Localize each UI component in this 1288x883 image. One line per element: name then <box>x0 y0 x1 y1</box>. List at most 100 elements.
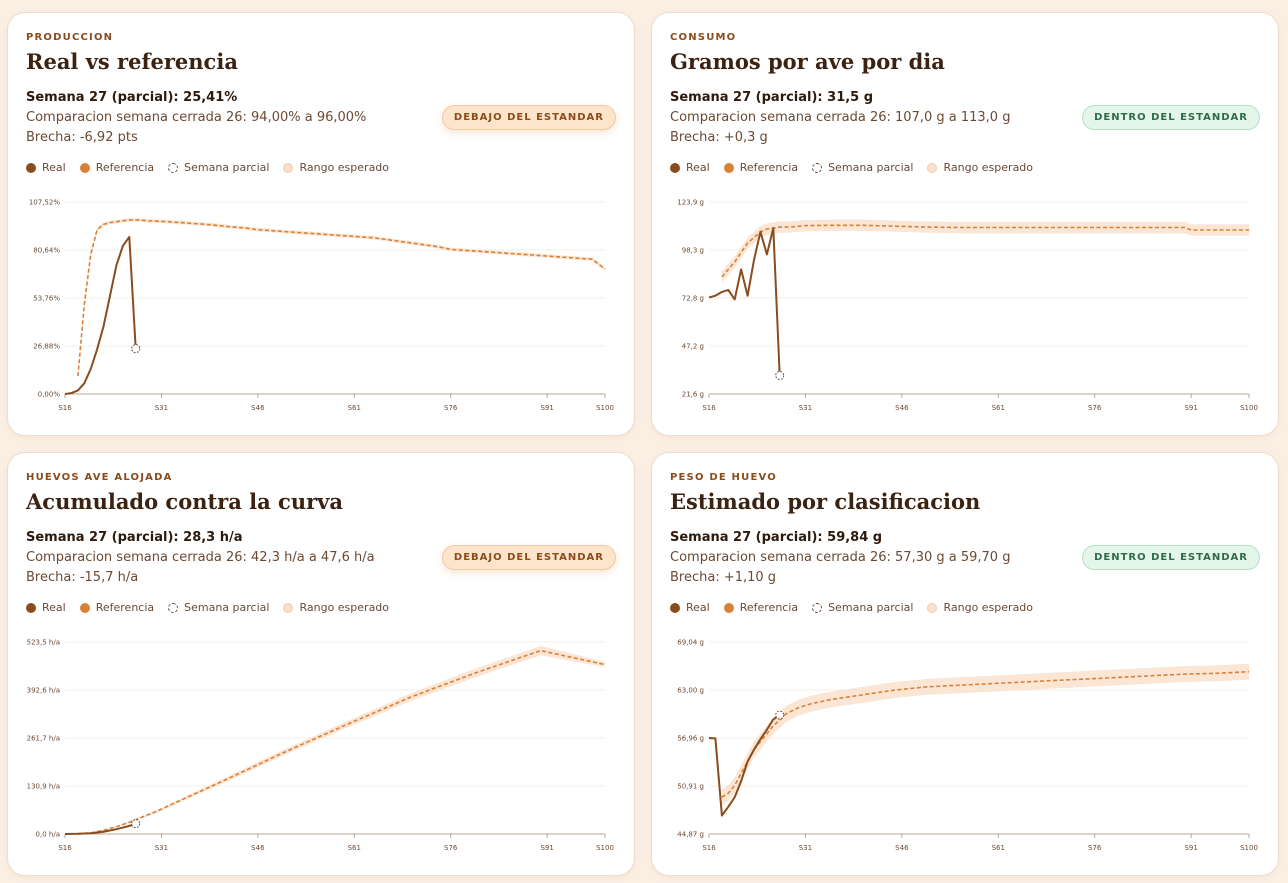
card-gap: Brecha: -15,7 h/a <box>26 570 139 585</box>
x-tick-label: S76 <box>1088 844 1102 852</box>
legend-range-label: Rango esperado <box>299 601 390 614</box>
card-eyebrow: HUEVOS AVE ALOJADA <box>26 472 173 483</box>
legend-real-label: Real <box>686 601 710 614</box>
real-line <box>64 235 137 395</box>
card-eyebrow: PRODUCCION <box>26 32 114 43</box>
legend-range: Rango esperado <box>283 161 389 174</box>
card-summary: Semana 27 (parcial): 28,3 h/a <box>26 530 243 545</box>
range-swatch-icon <box>283 162 294 173</box>
range-swatch-icon <box>283 602 294 613</box>
legend-partial: Semana parcial <box>168 601 269 614</box>
legend-real: Real <box>26 601 66 614</box>
legend-real: Real <box>670 601 710 614</box>
legend-partial: Semana parcial <box>168 161 269 174</box>
card-eyebrow: PESO DE HUEVO <box>670 472 777 483</box>
partial-week-point <box>775 370 785 380</box>
production-card: PRODUCCION Real vs referencia Semana 27 … <box>7 12 635 436</box>
legend-range-label: Rango esperado <box>299 161 390 174</box>
legend-range: Rango esperado <box>283 601 389 614</box>
x-tick-label: S76 <box>444 844 458 852</box>
x-tick-label: S31 <box>155 844 168 852</box>
card-comparison: Comparacion semana cerrada 26: 42,3 h/a … <box>26 550 375 565</box>
y-tick-label: 50,91 g <box>677 783 704 791</box>
y-tick-label: 44,87 g <box>677 831 704 839</box>
legend-range: Rango esperado <box>927 161 1033 174</box>
range-swatch-icon <box>927 602 938 613</box>
x-tick-label: S76 <box>1088 404 1102 412</box>
x-tick-label: S100 <box>1240 844 1258 852</box>
reference-swatch-icon <box>79 602 90 613</box>
legend-range: Rango esperado <box>927 601 1033 614</box>
x-tick-label: S16 <box>702 404 716 412</box>
real-line <box>64 822 137 835</box>
card-gap: Brecha: +1,10 g <box>670 570 777 585</box>
legend-reference: Referencia <box>79 161 155 174</box>
card-gap: Brecha: +0,3 g <box>670 130 768 145</box>
status-badge: DENTRO DEL ESTANDAR <box>1082 105 1260 130</box>
legend-real-label: Real <box>686 161 710 174</box>
card-comparison: Comparacion semana cerrada 26: 57,30 g a… <box>670 550 1011 565</box>
y-tick-label: 107,52% <box>29 199 60 207</box>
egg-weight-card: PESO DE HUEVO Estimado por clasificacion… <box>651 452 1279 876</box>
consumption-chart: 21,6 g 47,2 g 72,8 g 98,3 g 123,9 g S16 S31 S46… <box>677 199 1258 413</box>
y-tick-label: 0,0 h/a <box>36 831 60 839</box>
y-tick-label: 63,00 g <box>677 686 704 694</box>
card-gap: Brecha: -6,92 pts <box>26 130 138 145</box>
x-tick-label: S100 <box>596 404 614 412</box>
legend-partial: Semana parcial <box>812 601 913 614</box>
partial-week-point <box>775 710 785 720</box>
status-badge: DEBAJO DEL ESTANDAR <box>441 545 616 570</box>
y-tick-label: 56,96 g <box>677 734 704 742</box>
expected-range-band <box>77 645 605 834</box>
x-tick-label: S100 <box>596 844 614 852</box>
card-summary: Semana 27 (parcial): 31,5 g <box>670 90 874 105</box>
legend-partial-label: Semana parcial <box>828 161 914 174</box>
partial-week-swatch-icon <box>812 162 823 173</box>
y-tick-label: 21,6 g <box>682 391 704 399</box>
y-tick-label: 98,3 g <box>682 247 704 255</box>
status-badge: DENTRO DEL ESTANDAR <box>1082 545 1260 570</box>
x-tick-label: S16 <box>58 404 72 412</box>
legend-partial-label: Semana parcial <box>184 161 270 174</box>
egg-weight-chart: 44,87 g 50,91 g 56,96 g 63,00 g 69,04 g S16 S3… <box>677 639 1258 853</box>
x-tick-label: S91 <box>1184 844 1197 852</box>
x-tick-label: S91 <box>540 404 553 412</box>
legend-real: Real <box>670 161 710 174</box>
card-summary: Semana 27 (parcial): 25,41% <box>26 90 238 105</box>
y-tick-label: 53,76% <box>33 295 60 303</box>
y-tick-label: 69,04 g <box>677 639 704 647</box>
reference-line <box>77 219 606 377</box>
x-tick-label: S91 <box>540 844 553 852</box>
reference-line <box>77 649 606 835</box>
real-swatch-icon <box>670 162 680 173</box>
y-tick-label: 80,64% <box>33 247 60 255</box>
x-tick-label: S31 <box>155 404 168 412</box>
card-title: Acumulado contra la curva <box>26 489 343 514</box>
partial-week-swatch-icon <box>168 162 179 173</box>
y-tick-label: 523,5 h/a <box>27 639 60 647</box>
partial-week-point <box>131 344 141 354</box>
x-tick-label: S61 <box>992 404 1005 412</box>
reference-swatch-icon <box>79 162 90 173</box>
chart-legend: Real Referencia Semana parcial Rango esp… <box>670 161 1047 174</box>
x-tick-label: S46 <box>895 404 909 412</box>
real-line <box>708 714 781 817</box>
x-tick-label: S31 <box>799 844 812 852</box>
legend-reference: Referencia <box>723 161 798 174</box>
x-tick-label: S100 <box>1240 404 1258 412</box>
x-tick-label: S16 <box>58 844 72 852</box>
legend-range-label: Rango esperado <box>943 601 1034 614</box>
eggs-per-hen-chart: 0,0 h/a 130,9 h/a 261,7 h/a 392,6 h/a 523,5 … <box>27 639 614 853</box>
card-comparison: Comparacion semana cerrada 26: 94,00% a … <box>26 110 367 125</box>
legend-reference-label: Referencia <box>739 601 799 614</box>
reference-swatch-icon <box>723 602 734 613</box>
legend-reference-label: Referencia <box>95 161 155 174</box>
card-title: Estimado por clasificacion <box>670 489 981 514</box>
y-tick-label: 26,88% <box>33 343 60 351</box>
reference-swatch-icon <box>723 162 734 173</box>
status-badge: DEBAJO DEL ESTANDAR <box>441 105 616 130</box>
legend-real: Real <box>26 161 66 174</box>
x-tick-label: S61 <box>992 844 1005 852</box>
legend-partial-label: Semana parcial <box>828 601 914 614</box>
x-tick-label: S16 <box>702 844 716 852</box>
